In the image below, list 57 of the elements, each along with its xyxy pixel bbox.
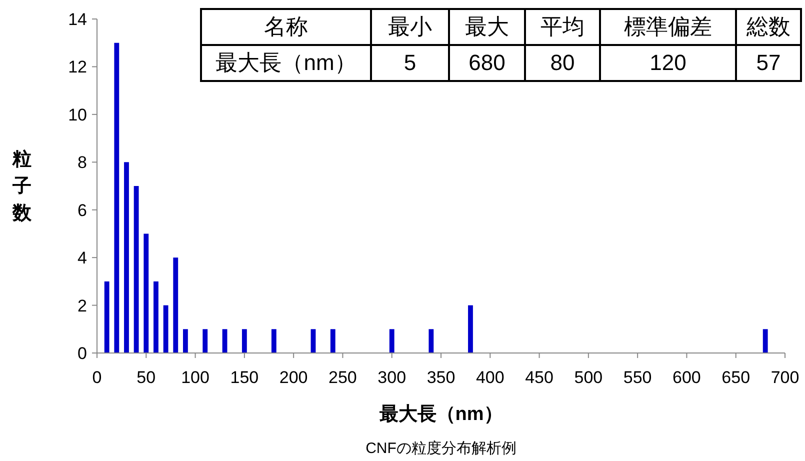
annotation: 最小 (371, 9, 449, 45)
x-tick-label: 550 (623, 368, 652, 387)
bar (173, 258, 178, 353)
x-axis-title: 最大長（nm） (378, 403, 503, 425)
y-tick-label: 14 (68, 10, 87, 29)
bar (310, 329, 316, 353)
y-tick-label: 2 (78, 296, 87, 316)
y-tick-label: 10 (68, 105, 87, 124)
annotation: 680 (449, 45, 525, 81)
x-tick-label: 250 (328, 368, 357, 387)
annotation: 80 (525, 45, 600, 81)
y-axis-title: 粒子数 (12, 149, 32, 224)
x-tick-label: 0 (92, 368, 102, 387)
bar (163, 305, 168, 353)
x-tick-label: 100 (181, 368, 210, 387)
bar (428, 329, 434, 353)
y-tick-label: 12 (68, 58, 87, 77)
annotation: 5 (371, 45, 449, 81)
y-tick-label: 4 (78, 248, 87, 268)
bar (242, 329, 247, 353)
bar (222, 329, 228, 353)
annotation: 57 (736, 45, 801, 81)
text: CNFの粒度分布解析例 (366, 440, 516, 457)
bar (154, 281, 158, 353)
x-tick-label: 300 (378, 368, 406, 387)
annotation: 名称 (201, 9, 371, 45)
bar (202, 329, 208, 353)
x-tick-label: 50 (136, 368, 156, 387)
y-tick-label: 6 (78, 200, 87, 220)
x-tick-label: 700 (770, 368, 800, 387)
y-tick-label: 0 (78, 344, 87, 363)
bar (104, 281, 110, 353)
x-tick-label: 450 (525, 368, 554, 387)
annotation: 最大 (449, 9, 525, 45)
x-tick-label: 200 (279, 368, 308, 387)
annotation: 総数 (736, 9, 801, 45)
bar (114, 42, 120, 353)
x-tick-label: 150 (230, 368, 259, 387)
bar (330, 329, 336, 353)
bar (134, 186, 139, 353)
x-tick-label: 650 (722, 368, 750, 387)
annotation: 平均 (525, 9, 600, 45)
bar (124, 162, 129, 353)
bar (271, 329, 276, 353)
y-tick-label: 8 (78, 153, 87, 172)
x-tick-label: 400 (476, 368, 504, 387)
bar (183, 329, 188, 353)
x-tick-label: 350 (426, 368, 456, 387)
annotation: 120 (600, 45, 736, 81)
annotation: 標準偏差 (600, 9, 736, 45)
bar (762, 329, 768, 353)
x-tick-label: 500 (574, 368, 603, 387)
bar (468, 305, 473, 353)
x-tick-label: 600 (672, 368, 701, 387)
bar (389, 329, 394, 353)
bar (144, 234, 149, 353)
annotation: 最大長（nm） (201, 45, 371, 81)
